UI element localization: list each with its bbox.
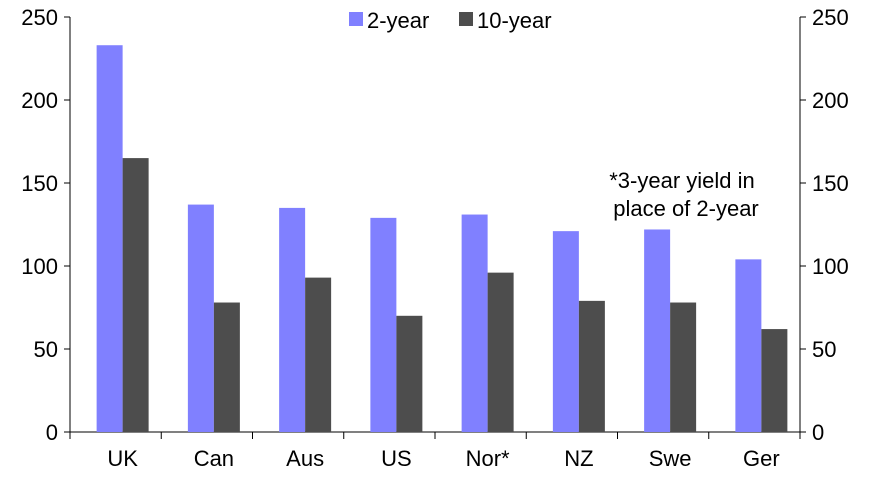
x-category-label: Ger: [743, 446, 780, 471]
chart-annotation: *3-year yield in place of 2-year: [609, 168, 759, 221]
bar-2-year-US: [370, 217, 397, 432]
bar-2-year-Can: [187, 204, 214, 432]
right-y-tick-label: 100: [812, 254, 849, 279]
bar-10-year-US: [396, 315, 423, 432]
x-category-label: Nor*: [466, 446, 510, 471]
bar-10-year-UK: [122, 158, 149, 432]
left-y-tick-label: 0: [46, 420, 58, 445]
annotation-line-1: *3-year yield in: [609, 168, 755, 193]
x-category-label: Swe: [649, 446, 692, 471]
legend-label-2-year: 2-year: [367, 8, 429, 33]
legend-swatch-10-year: [459, 12, 473, 26]
x-axis: UK Can Aus US Nor* NZ Swe Ger: [69, 431, 801, 471]
x-category-label: US: [381, 446, 412, 471]
bar-2-year-Aus: [279, 207, 306, 432]
annotation-line-2: place of 2-year: [613, 196, 759, 221]
left-y-tick-label: 250: [21, 5, 58, 30]
left-y-tick-label: 200: [21, 88, 58, 113]
left-y-tick-label: 150: [21, 171, 58, 196]
right-y-tick-label: 250: [812, 5, 849, 30]
bar-2-year-Swe: [644, 229, 671, 432]
bar-10-year-NZ: [578, 300, 605, 432]
x-category-label: Can: [194, 446, 234, 471]
legend-swatch-2-year: [349, 12, 363, 26]
left-y-axis: 0 50 100 150 200 250: [21, 5, 71, 445]
right-y-tick-label: 150: [812, 171, 849, 196]
bar-10-year-Can: [213, 302, 240, 432]
x-category-label: NZ: [564, 446, 593, 471]
x-category-label: UK: [107, 446, 138, 471]
right-y-tick-label: 50: [812, 337, 836, 362]
bar-2-year-NZ: [552, 231, 579, 432]
bars: [96, 45, 788, 432]
bar-10-year-Aus: [305, 277, 332, 432]
x-category-label: Aus: [286, 446, 324, 471]
legend: 2-year 10-year: [349, 8, 552, 33]
left-y-tick-label: 100: [21, 254, 58, 279]
bar-10-year-Swe: [670, 302, 697, 432]
bar-2-year-Ger: [735, 259, 762, 432]
bar-2-year-Nor: [461, 214, 488, 432]
left-y-tick-label: 50: [34, 337, 58, 362]
right-y-tick-label: 0: [812, 420, 824, 445]
bar-10-year-Ger: [761, 329, 788, 432]
right-y-axis: 0 50 100 150 200 250: [799, 5, 849, 445]
bar-10-year-Nor: [487, 272, 514, 432]
legend-label-10-year: 10-year: [477, 8, 552, 33]
bar-2-year-UK: [96, 45, 123, 432]
right-y-tick-label: 200: [812, 88, 849, 113]
